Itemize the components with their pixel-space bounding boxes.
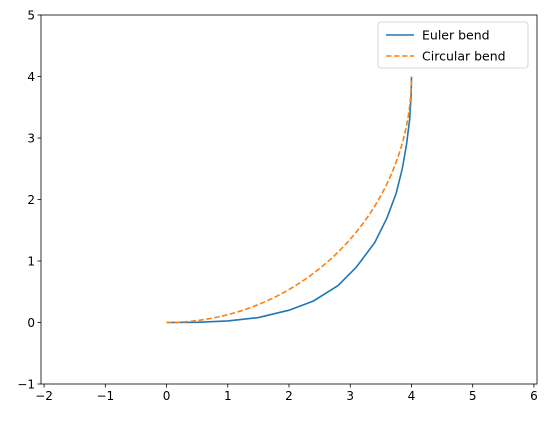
y-tick-label: 1 (27, 255, 35, 269)
x-tick-label: 1 (224, 389, 232, 403)
legend: Euler bend Circular bend (377, 21, 529, 69)
plot-lines (166, 76, 413, 324)
x-tick-label: 4 (408, 389, 416, 403)
y-tick-label: 5 (27, 9, 35, 23)
axes-frame (40, 14, 538, 385)
y-axis: −1 0 1 2 3 4 5 (17, 9, 41, 392)
legend-label-0: Euler bend (422, 28, 490, 43)
x-tick-label: 2 (285, 389, 293, 403)
x-axis: −2 −1 0 1 2 3 4 5 6 (35, 384, 538, 403)
y-tick-label: 4 (27, 70, 35, 84)
x-tick-label: 3 (346, 389, 354, 403)
series-line-1 (166, 76, 413, 324)
legend-box (377, 21, 529, 69)
y-tick-label: 3 (27, 132, 35, 146)
x-tick-label: 5 (469, 389, 477, 403)
legend-label-1: Circular bend (422, 49, 506, 64)
x-tick-label: −1 (96, 389, 114, 403)
y-tick-label: −1 (17, 378, 35, 392)
x-tick-label: 0 (163, 389, 171, 403)
x-tick-label: −2 (35, 389, 53, 403)
y-tick-label: 0 (27, 316, 35, 330)
x-tick-label: 6 (530, 389, 538, 403)
series-line-0 (166, 76, 413, 324)
y-tick-label: 2 (27, 193, 35, 207)
axes-spines (40, 14, 538, 385)
